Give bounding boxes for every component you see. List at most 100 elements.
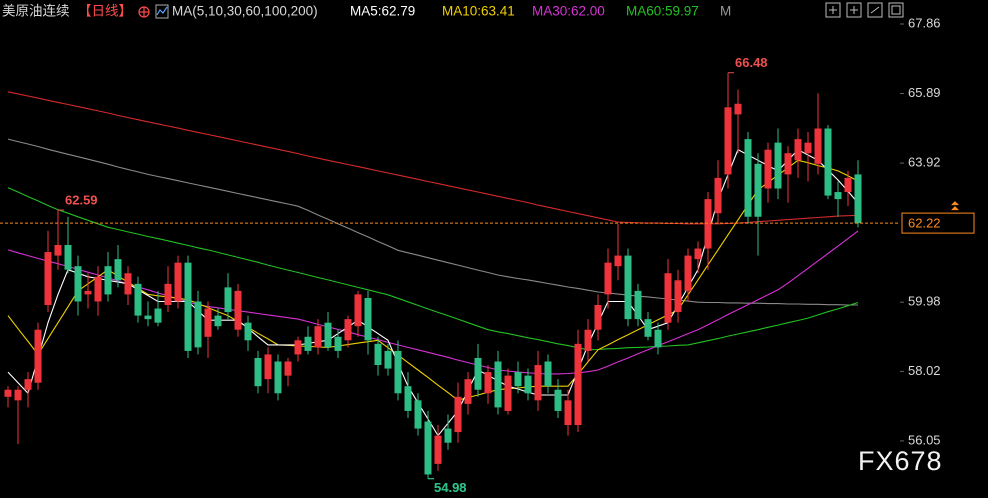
chart-title: 美原油连续	[2, 4, 70, 19]
candle-body	[194, 301, 202, 348]
candle-body	[94, 276, 102, 302]
candle-body	[644, 319, 652, 337]
candle-body	[854, 174, 862, 224]
high-label: 62.59	[65, 192, 98, 207]
candle-body	[654, 329, 662, 348]
candle-body	[754, 163, 762, 217]
candle-body	[814, 128, 822, 164]
ma-line	[7, 159, 859, 401]
candle-body	[664, 273, 672, 323]
y-tick-label: 65.89	[908, 85, 941, 100]
legend-entry: MA10:63.41	[442, 4, 515, 19]
legend-overflow: M	[720, 4, 731, 19]
candle-body	[744, 139, 752, 217]
settings-icon[interactable]	[138, 6, 150, 18]
candle-body	[594, 305, 602, 330]
candle-body	[264, 354, 272, 380]
candle-body	[134, 283, 142, 316]
legend-entry: MA5:62.79	[350, 4, 415, 19]
candle-body	[344, 319, 352, 341]
candle-body	[104, 266, 112, 295]
candle-body	[304, 336, 312, 351]
toolbar-button[interactable]	[867, 2, 883, 18]
candle-body	[464, 379, 472, 404]
candle-body	[314, 326, 322, 348]
candle-body	[734, 103, 742, 115]
candle-body	[804, 142, 812, 154]
toolbar-button[interactable]	[825, 2, 841, 18]
legend-entry: MA30:62.00	[532, 4, 605, 19]
candle-body	[524, 375, 532, 394]
candle-body	[844, 177, 852, 193]
candle-body	[24, 379, 32, 390]
candle-body	[44, 252, 52, 306]
candle-body	[414, 400, 422, 429]
candle-body	[244, 322, 252, 341]
candle-body	[34, 329, 42, 383]
candle-body	[774, 142, 782, 189]
candle-body	[404, 386, 412, 411]
legend-entry: MA60:59.97	[626, 4, 699, 19]
candle-body	[494, 361, 502, 408]
candle-body	[234, 290, 242, 330]
toolbar-button[interactable]	[888, 2, 904, 18]
candle-body	[544, 361, 552, 387]
candle-body	[154, 308, 162, 323]
ma-line	[7, 187, 859, 351]
candle-body	[624, 255, 632, 320]
period-label[interactable]: 【日线】	[78, 4, 132, 19]
candle-body	[514, 372, 522, 387]
last-price-box	[901, 212, 975, 234]
candle-body	[614, 255, 622, 267]
candle-body	[534, 365, 542, 401]
candle-body	[354, 294, 362, 327]
low-label: 54.98	[434, 480, 467, 495]
y-tick-label: 59.98	[908, 294, 941, 309]
candle-body	[384, 350, 392, 369]
watermark: FX678	[858, 446, 943, 476]
candle-body	[634, 290, 642, 320]
y-tick-label: 56.05	[908, 432, 941, 447]
candle-body	[564, 400, 572, 426]
candle-body	[204, 308, 212, 337]
last-price-label: 62.22	[908, 216, 941, 231]
candle-body	[694, 248, 702, 260]
toolbar-button[interactable]	[846, 2, 862, 18]
candle-body	[724, 107, 732, 175]
candle-body	[474, 357, 482, 390]
y-tick-label: 63.92	[908, 155, 941, 170]
candle-body	[444, 428, 452, 443]
high-label: 66.48	[735, 55, 768, 70]
ma-line	[7, 91, 859, 225]
candle-body	[684, 255, 692, 291]
candle-body	[184, 262, 192, 351]
candle-body	[4, 389, 12, 397]
plot-area: 56.05 58.02 59.98 63.92 65.89 67.86 66.48 62.59…	[0, 15, 975, 495]
y-tick-label: 67.86	[908, 15, 941, 30]
candle-body	[224, 287, 232, 313]
candle-body	[334, 336, 342, 351]
ma-line	[7, 230, 859, 375]
candle-body	[254, 357, 262, 387]
candle-body	[454, 396, 462, 433]
low-label: 54.98	[434, 480, 467, 495]
candle-body	[554, 389, 562, 411]
candle-body	[704, 199, 712, 249]
candle-body	[214, 315, 222, 327]
candle-body	[824, 128, 832, 196]
candle-body	[274, 361, 282, 394]
candle-body	[584, 329, 592, 351]
candle-body	[124, 273, 132, 295]
candle-body	[484, 372, 492, 394]
candle-body	[714, 177, 722, 214]
indicator-icon[interactable]	[155, 4, 169, 19]
candle-body	[14, 389, 22, 401]
candle-body	[84, 290, 92, 295]
candle-body	[164, 283, 172, 306]
candle-body	[54, 245, 62, 256]
candle-body	[574, 343, 582, 426]
candle-body	[834, 192, 842, 200]
candle-body	[394, 350, 402, 394]
candle-body	[114, 259, 122, 281]
